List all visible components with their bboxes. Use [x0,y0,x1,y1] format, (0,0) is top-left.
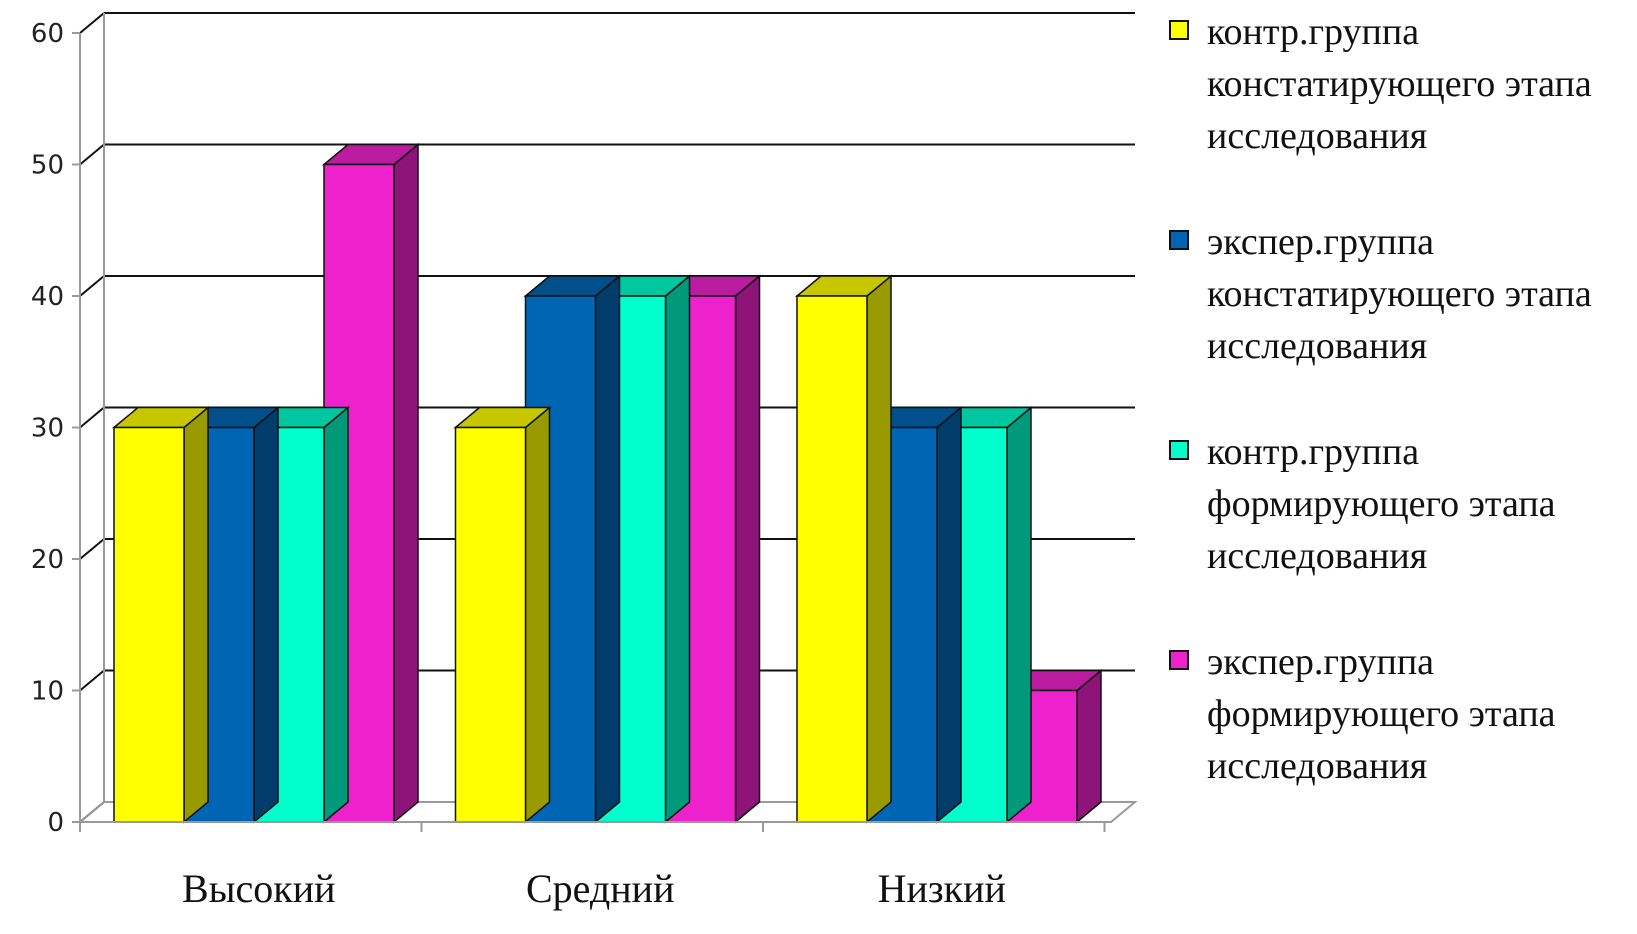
legend-swatch [1169,440,1189,460]
x-tick-label: Средний [526,866,674,911]
legend-label: контр.группа формирующего этапа исследов… [1207,431,1556,577]
bar-side [393,142,419,824]
bar [796,295,868,823]
gridline-depth [79,406,105,429]
bar-side [1006,405,1032,824]
legend-swatch [1169,230,1189,250]
y-tick-label: 30 [31,414,64,444]
legend-item: контр.группа констатирующего этапа иссле… [1165,6,1635,162]
bar-side [664,274,691,824]
bar-side [866,274,892,824]
y-tick-label: 0 [47,808,64,838]
legend-swatch [1169,20,1189,40]
bar [113,426,185,823]
bar-side [524,405,551,824]
legend-label: контр.группа констатирующего этапа иссле… [1207,11,1592,157]
gridline-depth [79,538,105,560]
gridline-depth [79,143,105,166]
legend-label: экспер.группа констатирующего этапа иссл… [1207,221,1592,367]
x-tick-label: Низкий [878,866,1006,911]
bar-side [183,405,209,824]
bar-side [1076,668,1102,824]
y-tick-label: 50 [31,151,64,181]
legend-label: экспер.группа формирующего этапа исследо… [1207,641,1556,787]
bar-side [936,405,962,824]
gridline-depth [79,669,105,692]
legend: контр.группа констатирующего этапа иссле… [1165,6,1635,846]
legend-item: контр.группа формирующего этапа исследов… [1165,426,1635,582]
gridline-depth [79,12,105,34]
y-tick-label: 60 [31,19,64,49]
bar-side [253,405,279,824]
gridline-depth [79,275,105,297]
legend-item: экспер.группа формирующего этапа исследо… [1165,636,1635,792]
bar-side [734,274,761,824]
bar [454,426,527,823]
legend-item: экспер.группа констатирующего этапа иссл… [1165,216,1635,372]
x-tick-label: Высокий [182,866,336,911]
y-tick-label: 40 [31,282,64,312]
legend-swatch [1169,650,1189,670]
bar-side [323,405,349,824]
bar-side [594,274,621,824]
y-tick-label: 10 [31,677,64,707]
y-tick-label: 20 [31,545,64,575]
